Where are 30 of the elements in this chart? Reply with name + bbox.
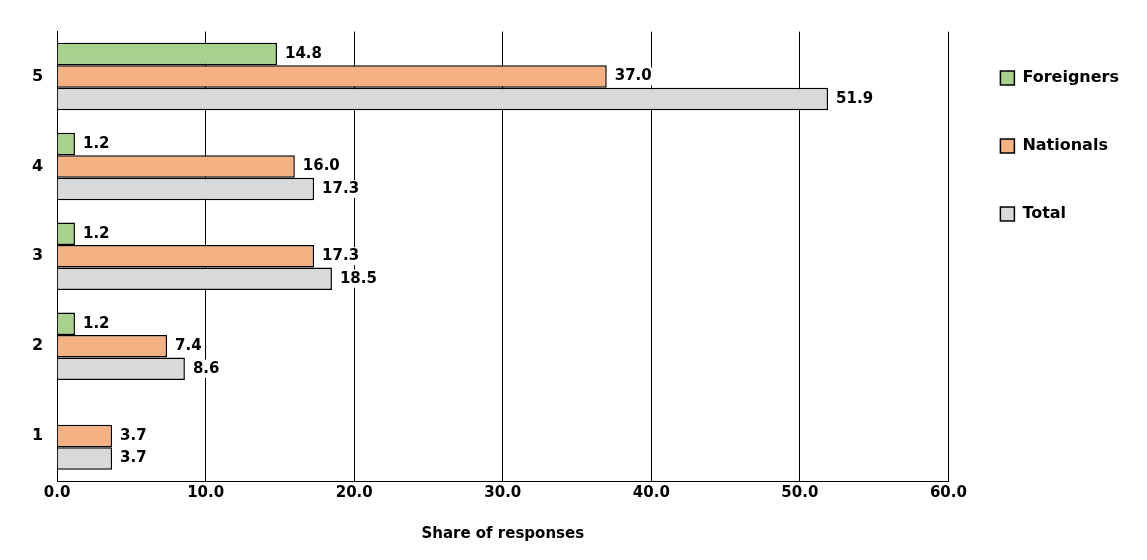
data-label: 8.6 (192, 358, 220, 377)
legend-label: Foreigners (1022, 67, 1119, 87)
x-axis-title: Share of responses (421, 523, 585, 542)
y-tick-label: 5 (31, 65, 44, 85)
data-label: 1.2 (82, 133, 110, 152)
data-label: 18.5 (339, 268, 377, 287)
data-label: 14.8 (284, 43, 322, 62)
y-tick-label: 1 (31, 425, 44, 445)
y-tick-label: 4 (31, 155, 44, 175)
data-label: 1.2 (82, 313, 110, 332)
data-label: 3.7 (120, 448, 147, 467)
y-tick-label: 3 (31, 245, 44, 265)
data-label: 7.4 (175, 336, 202, 355)
legend-label: Total (1022, 203, 1067, 223)
data-label: 16.0 (302, 156, 340, 175)
x-tick-label: 0.0 (43, 482, 71, 501)
x-tick-label: 40.0 (632, 482, 670, 501)
x-tick-label: 30.0 (484, 482, 522, 501)
data-label: 51.9 (836, 88, 874, 107)
data-label: 37.0 (614, 66, 652, 85)
data-label: 17.3 (322, 246, 360, 265)
x-tick-label: 20.0 (335, 482, 373, 501)
y-tick-label: 2 (31, 335, 44, 355)
data-label: 1.2 (82, 223, 110, 242)
data-label: 3.7 (120, 425, 147, 444)
x-tick-label: 60.0 (929, 482, 967, 501)
data-label: 17.3 (322, 178, 360, 197)
x-tick-label: 50.0 (781, 482, 819, 501)
x-tick-label: 10.0 (187, 482, 225, 501)
legend-label: Nationals (1022, 135, 1108, 155)
